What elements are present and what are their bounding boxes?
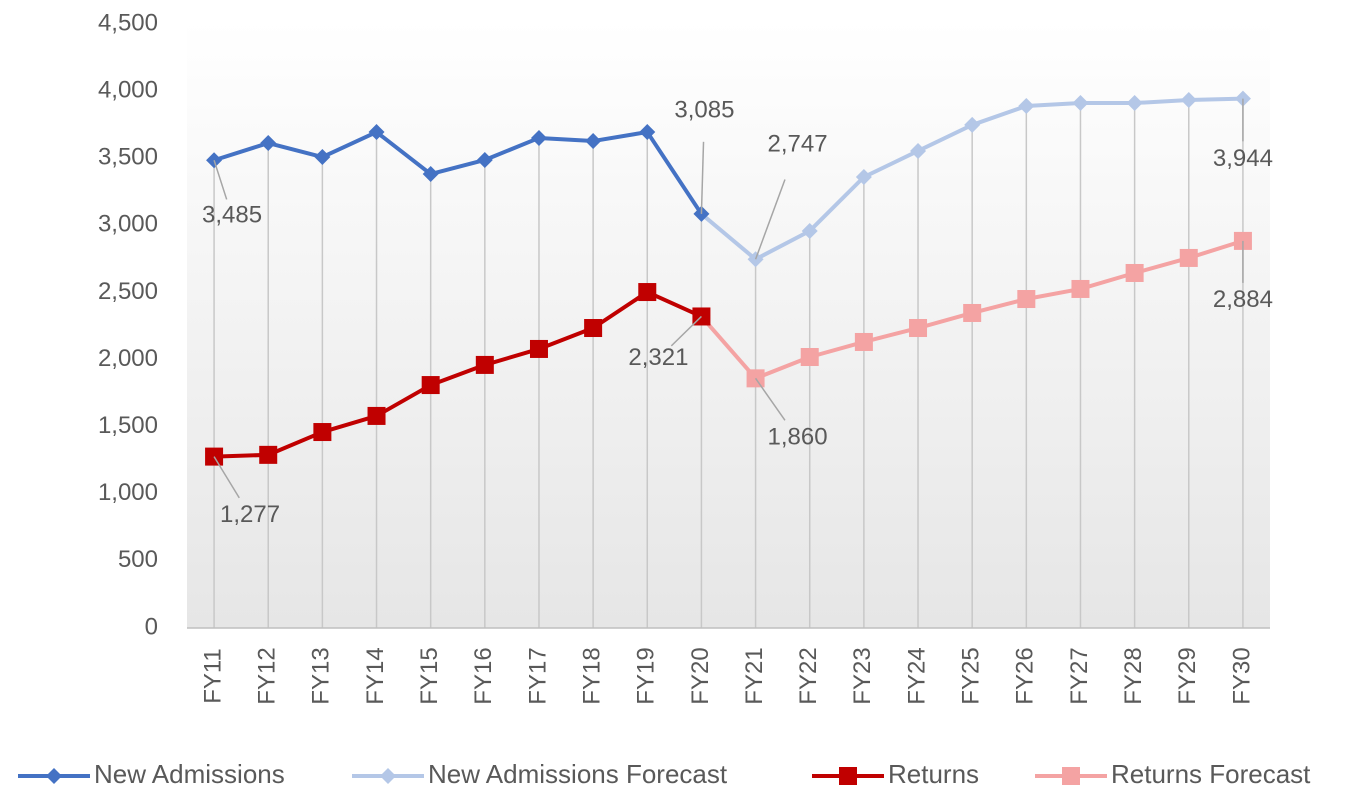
x-tick-label: FY25 [958, 647, 985, 704]
marker [800, 348, 819, 367]
x-tick-label: FY30 [1228, 647, 1255, 704]
legend-label: New Admissions [94, 759, 285, 789]
legend-label: Returns Forecast [1111, 759, 1311, 789]
x-tick-label: FY16 [470, 647, 497, 704]
leader-line [700, 141, 705, 214]
x-tick-label: FY28 [1120, 647, 1147, 704]
legend-marker [839, 767, 857, 785]
legend-label: Returns [888, 759, 979, 789]
x-tick-label: FY20 [687, 647, 714, 704]
x-tick-label: FY19 [633, 647, 660, 704]
legend-item: Returns Forecast [1035, 759, 1311, 789]
y-tick-label: 3,500 [98, 144, 158, 171]
marker [585, 133, 602, 150]
marker [855, 169, 872, 186]
series-line [214, 290, 703, 459]
x-tick-label: FY26 [1012, 647, 1039, 704]
marker [368, 124, 385, 141]
marker [638, 283, 657, 302]
leader-line [213, 160, 228, 200]
data-label: 3,944 [1213, 145, 1273, 172]
marker [530, 129, 547, 146]
marker [584, 319, 603, 338]
marker [639, 124, 656, 141]
series-line [213, 130, 704, 216]
data-label: 3,485 [202, 202, 262, 229]
y-tick-label: 4,500 [98, 9, 158, 36]
data-label: 2,884 [1213, 286, 1273, 313]
x-tick-label: FY29 [1174, 647, 1201, 704]
x-tick-label: FY11 [199, 648, 226, 704]
y-tick-label: 2,500 [98, 278, 158, 305]
x-tick-label: FY14 [362, 647, 389, 704]
marker [1179, 248, 1198, 267]
marker [260, 135, 277, 152]
y-tick-label: 3,000 [98, 211, 158, 238]
x-tick-label: FY27 [1066, 647, 1093, 704]
marker [259, 445, 278, 464]
marker [963, 303, 982, 322]
marker [1018, 98, 1035, 115]
marker [475, 355, 494, 374]
marker [1017, 290, 1036, 309]
legend-marker [1062, 767, 1080, 785]
x-tick-label: FY15 [416, 647, 443, 704]
y-tick-label: 1,000 [98, 479, 158, 506]
legend-item: New Admissions [18, 759, 285, 789]
marker [1125, 263, 1144, 282]
y-tick-label: 0 [145, 613, 158, 640]
plot-area [187, 20, 1270, 628]
legend-label: New Admissions Forecast [428, 759, 728, 789]
legend-item: Returns [812, 759, 979, 789]
leader-line [754, 377, 786, 421]
x-tick-label: FY13 [308, 647, 335, 704]
x-tick-label: FY21 [741, 647, 768, 704]
x-tick-label: FY23 [849, 647, 876, 704]
y-tick-label: 500 [118, 546, 158, 573]
data-label: 2,321 [628, 344, 688, 371]
marker [1180, 91, 1197, 108]
x-tick-label: FY24 [903, 647, 930, 704]
legend-marker [46, 768, 62, 784]
marker [421, 376, 440, 395]
marker [854, 332, 873, 351]
data-label: 3,085 [674, 96, 734, 123]
data-label: 1,860 [768, 424, 828, 451]
leader-line [754, 179, 786, 260]
x-tick-label: FY17 [524, 647, 551, 704]
x-tick-label: FY18 [578, 647, 605, 704]
y-tick-label: 4,000 [98, 76, 158, 103]
marker [476, 151, 493, 168]
data-label: 2,747 [768, 131, 828, 158]
marker [1071, 279, 1090, 298]
leader-line [670, 315, 702, 347]
marker [367, 406, 386, 425]
marker [1072, 95, 1089, 112]
legend-item: New Admissions Forecast [352, 759, 728, 789]
marker [313, 423, 332, 442]
legend-marker [380, 768, 396, 784]
marker [314, 149, 331, 166]
marker [964, 116, 981, 133]
marker [422, 166, 439, 183]
y-tick-label: 2,000 [98, 345, 158, 372]
leader-line [213, 456, 240, 499]
y-tick-label: 1,500 [98, 412, 158, 439]
marker [801, 222, 818, 239]
marker [909, 319, 928, 338]
marker [529, 339, 548, 358]
x-tick-label: FY12 [254, 647, 281, 704]
data-label: 1,277 [220, 501, 280, 528]
x-tick-label: FY22 [795, 647, 822, 704]
marker [1126, 95, 1143, 112]
marker [910, 142, 927, 159]
